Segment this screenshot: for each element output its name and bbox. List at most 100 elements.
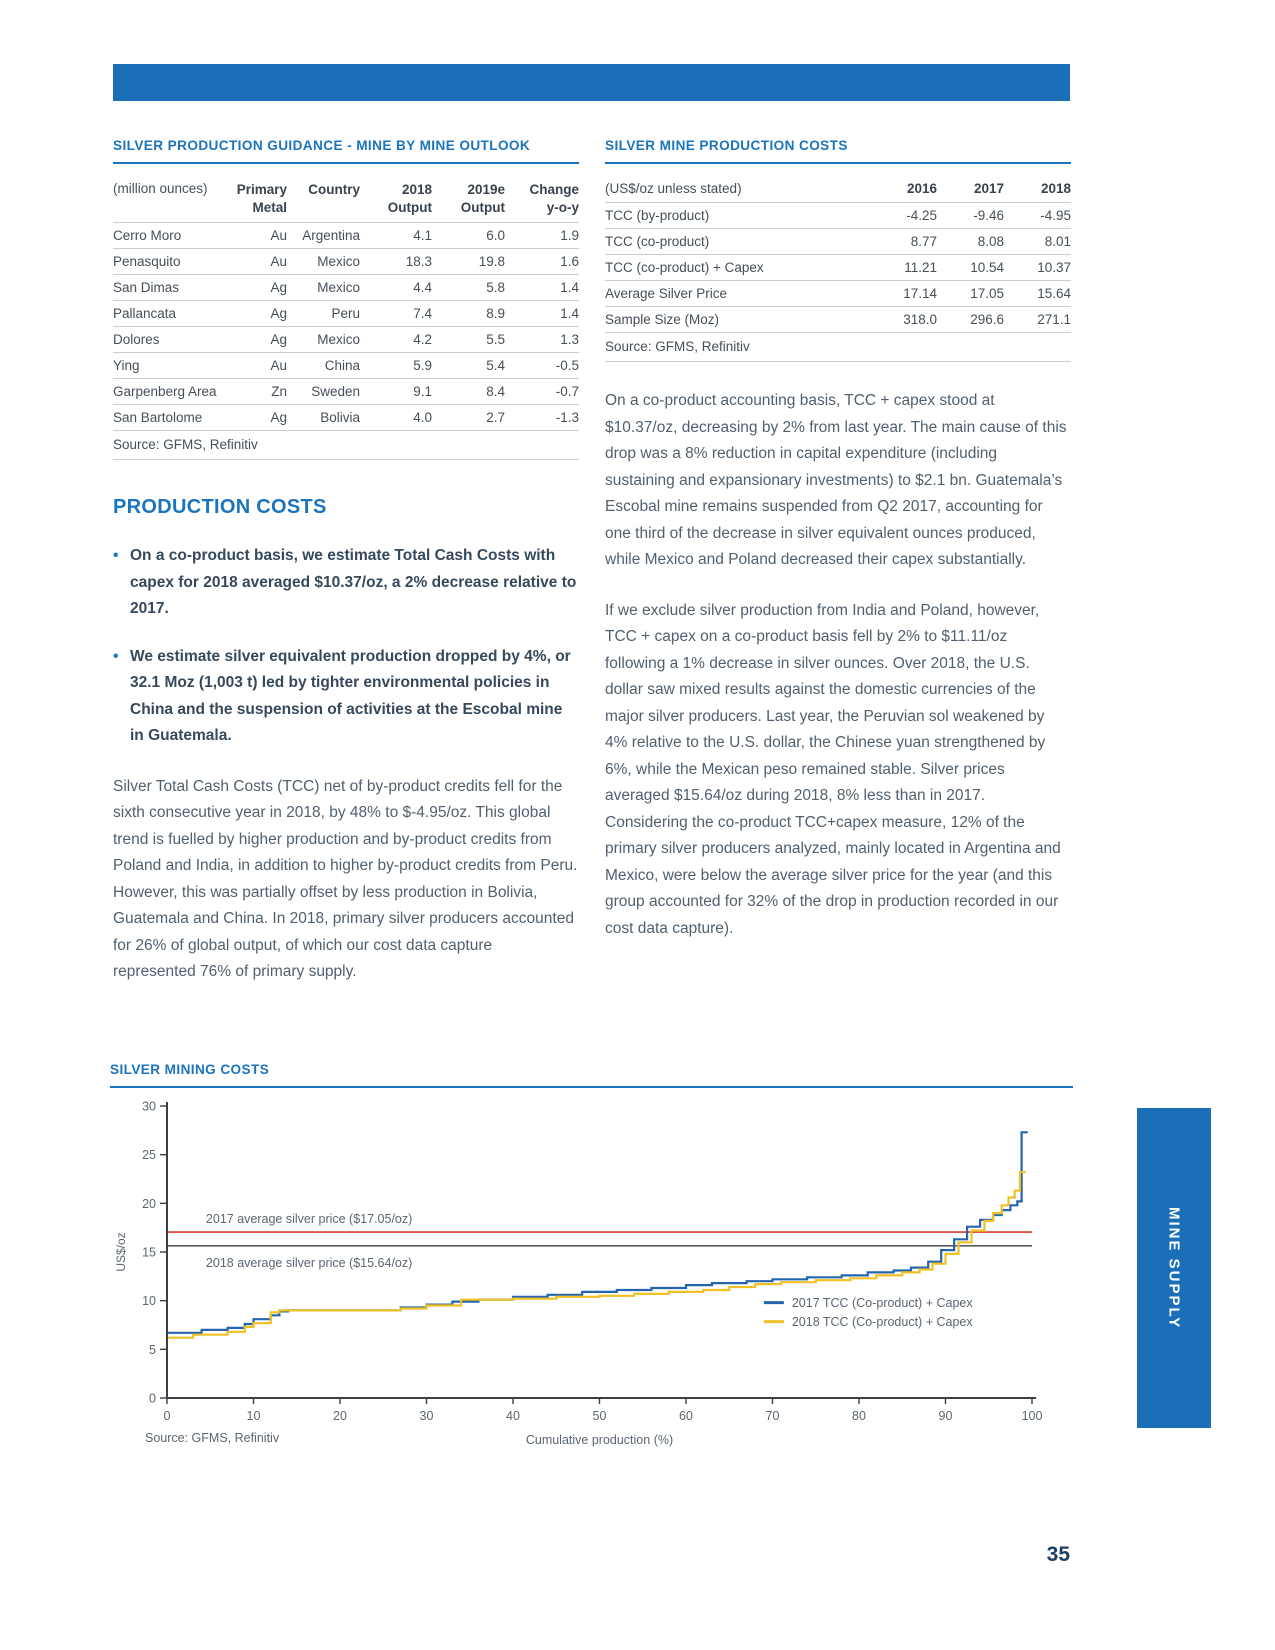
country: Argentina — [302, 228, 360, 244]
value-2016: 318.0 — [903, 312, 937, 327]
table-row: Penasquito Au Mexico 18.3 19.8 1.6 — [113, 249, 579, 276]
paragraph: Silver Total Cash Costs (TCC) net of by-… — [113, 777, 578, 981]
output-2019e: 5.5 — [486, 332, 505, 348]
output-2018: 4.0 — [413, 410, 432, 426]
value-2016: 17.14 — [903, 286, 937, 301]
header-bar — [113, 64, 1070, 101]
country: Mexico — [317, 254, 360, 270]
bullet-text: On a co-product basis, we estimate Total… — [130, 547, 577, 618]
svg-text:90: 90 — [939, 1409, 953, 1423]
svg-text:0: 0 — [149, 1392, 156, 1406]
list-item: On a co-product basis, we estimate Total… — [113, 543, 579, 623]
value-2016: -4.25 — [906, 208, 937, 223]
change-yoy: -0.7 — [555, 384, 579, 400]
col-header-country: Country — [308, 182, 360, 197]
chart-source: Source: GFMS, Refinitiv — [145, 1431, 280, 1445]
table-row: Cerro Moro Au Argentina 4.1 6.0 1.9 — [113, 223, 579, 250]
metric-label: Sample Size (Moz) — [605, 312, 720, 327]
svg-text:10: 10 — [142, 1294, 156, 1308]
country: Peru — [331, 306, 360, 322]
value-2018: 15.64 — [1037, 286, 1071, 301]
output-2018: 18.3 — [405, 254, 432, 270]
key-points-list: On a co-product basis, we estimate Total… — [113, 543, 579, 750]
output-2019e: 5.4 — [486, 358, 505, 374]
output-2019e: 8.9 — [486, 306, 505, 322]
mine-supply-tab-label: MINE SUPPLY — [1165, 1206, 1183, 1330]
mining-costs-section: SILVER MINING COSTS 2017 average silver … — [110, 1062, 1073, 1470]
svg-text:15: 15 — [142, 1246, 156, 1260]
table-row: TCC (co-product) 8.77 8.08 8.01 — [605, 229, 1071, 255]
right-column: SILVER MINE PRODUCTION COSTS (US$/oz unl… — [605, 138, 1071, 942]
output-2019e: 19.8 — [478, 254, 505, 270]
change-yoy: -0.5 — [555, 358, 579, 374]
output-2019e: 5.8 — [486, 280, 505, 296]
country: Bolivia — [320, 410, 360, 426]
table-row: Ying Au China 5.9 5.4 -0.5 — [113, 353, 579, 380]
country: China — [324, 358, 360, 374]
country: Mexico — [317, 280, 360, 296]
chart-title: SILVER MINING COSTS — [110, 1062, 1073, 1088]
value-2017: 296.6 — [970, 312, 1004, 327]
table-row: Sample Size (Moz) 318.0 296.6 271.1 — [605, 307, 1071, 333]
svg-text:US$/oz: US$/oz — [114, 1232, 128, 1271]
output-2018: 7.4 — [413, 306, 432, 322]
primary-metal: Au — [270, 228, 287, 244]
svg-text:50: 50 — [593, 1409, 607, 1423]
svg-text:60: 60 — [679, 1409, 693, 1423]
svg-text:Cumulative production (%): Cumulative production (%) — [526, 1433, 673, 1447]
left-column: SILVER PRODUCTION GUIDANCE - MINE BY MIN… — [113, 138, 579, 986]
costs-table-header: (US$/oz unless stated) 2016 2017 2018 — [605, 178, 1071, 203]
value-2016: 11.21 — [904, 260, 937, 275]
value-2018: 8.01 — [1044, 234, 1071, 249]
svg-text:2017 average silver price ($17: 2017 average silver price ($17.05/oz) — [206, 1212, 412, 1226]
output-2018: 9.1 — [413, 384, 432, 400]
list-item: We estimate silver equivalent production… — [113, 644, 579, 750]
production-costs-heading: PRODUCTION COSTS — [113, 496, 327, 519]
primary-metal: Ag — [270, 410, 287, 426]
production-costs-table: (US$/oz unless stated) 2016 2017 2018 TC… — [605, 178, 1071, 362]
svg-text:20: 20 — [333, 1409, 347, 1423]
col-header-2019e-output: 2019e Output — [460, 182, 505, 215]
svg-text:2018 TCC (Co-product) + Capex: 2018 TCC (Co-product) + Capex — [792, 1315, 974, 1329]
value-2018: -4.95 — [1040, 208, 1071, 223]
section-title-guidance: SILVER PRODUCTION GUIDANCE - MINE BY MIN… — [113, 138, 579, 164]
metric-label: TCC (co-product) + Capex — [605, 260, 764, 275]
section-title-production-costs: SILVER MINE PRODUCTION COSTS — [605, 138, 1071, 164]
col-header-change-yoy: Change y-o-y — [529, 182, 579, 215]
value-2017: 10.54 — [970, 260, 1004, 275]
guidance-table: (million ounces) Primary Metal Country 2… — [113, 178, 579, 461]
mine-name: Cerro Moro — [113, 228, 182, 244]
col-header-2016: 2016 — [906, 181, 937, 196]
value-2016: 8.77 — [910, 234, 937, 249]
change-yoy: 1.9 — [560, 228, 579, 244]
table-row: Garpenberg Area Zn Sweden 9.1 8.4 -0.7 — [113, 379, 579, 406]
mine-name: San Bartolome — [113, 410, 203, 426]
svg-text:80: 80 — [852, 1409, 866, 1423]
mine-name: Dolores — [113, 332, 160, 348]
primary-metal: Au — [270, 358, 287, 374]
col-header-2018-output: 2018 Output — [387, 182, 432, 215]
svg-text:20: 20 — [142, 1197, 156, 1211]
value-2017: -9.46 — [973, 208, 1004, 223]
value-2017: 8.08 — [977, 234, 1004, 249]
table-row: Dolores Ag Mexico 4.2 5.5 1.3 — [113, 327, 579, 354]
page-number: 35 — [1046, 1543, 1070, 1566]
source-text: Source: GFMS, Refinitiv — [113, 437, 258, 453]
value-2018: 271.1 — [1037, 312, 1071, 327]
mine-name: Garpenberg Area — [113, 384, 217, 400]
country: Sweden — [311, 384, 360, 400]
output-2018: 4.2 — [413, 332, 432, 348]
svg-text:40: 40 — [506, 1409, 520, 1423]
guidance-table-header: (million ounces) Primary Metal Country 2… — [113, 178, 579, 224]
table-row: San Bartolome Ag Bolivia 4.0 2.7 -1.3 — [113, 405, 579, 432]
svg-text:0: 0 — [164, 1409, 171, 1423]
table-row: San Dimas Ag Mexico 4.4 5.8 1.4 — [113, 275, 579, 302]
primary-metal: Ag — [270, 332, 287, 348]
svg-text:30: 30 — [420, 1409, 434, 1423]
mine-supply-tab: MINE SUPPLY — [1137, 1108, 1211, 1428]
mine-name: Penasquito — [113, 254, 181, 270]
col-header-2017: 2017 — [973, 181, 1004, 196]
svg-text:5: 5 — [149, 1343, 156, 1357]
col-header-unit: (million ounces) — [113, 181, 208, 196]
svg-text:10: 10 — [247, 1409, 261, 1423]
